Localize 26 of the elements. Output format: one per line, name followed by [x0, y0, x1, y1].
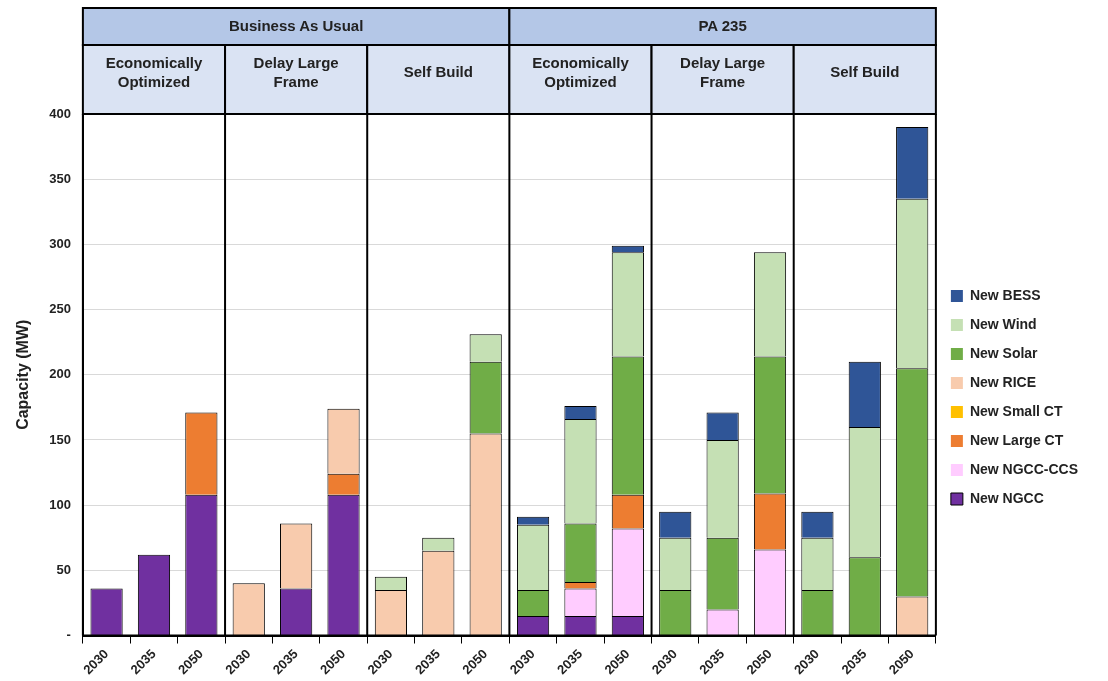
legend-label: New Large CT [969, 431, 1064, 448]
legend-label: New NGCC-CCS [969, 460, 1079, 477]
text: Self Build [403, 63, 473, 81]
y-tick-label: 250 [49, 301, 71, 317]
y-tick-label: 400 [49, 105, 71, 121]
y-axis-title: Capacity (MW) [14, 319, 32, 430]
legend-label: New Solar [969, 344, 1039, 361]
text: Delay Large Frame [253, 53, 339, 90]
legend-label: New RICE [969, 373, 1037, 390]
legend-label: New Wind [969, 315, 1037, 332]
text: Economically Optimized [532, 53, 630, 90]
y-tick-label: 100 [49, 496, 71, 512]
y-tick-label: - [66, 627, 71, 643]
legend-label: New NGCC [969, 489, 1044, 506]
y-tick-label: 150 [49, 431, 71, 447]
text: Self Build [830, 63, 900, 81]
text: Delay Large Frame [680, 53, 766, 90]
text: PA 235 [698, 16, 747, 34]
legend-label: New Small CT [969, 402, 1063, 419]
legend-label: New BESS [969, 286, 1041, 303]
y-tick-label: 200 [49, 366, 71, 382]
text: Business As Usual [228, 16, 364, 34]
y-tick-label: 350 [49, 170, 71, 186]
text: Economically Optimized [105, 53, 203, 90]
y-tick-label: 50 [56, 561, 71, 577]
y-tick-label: 300 [49, 235, 71, 251]
